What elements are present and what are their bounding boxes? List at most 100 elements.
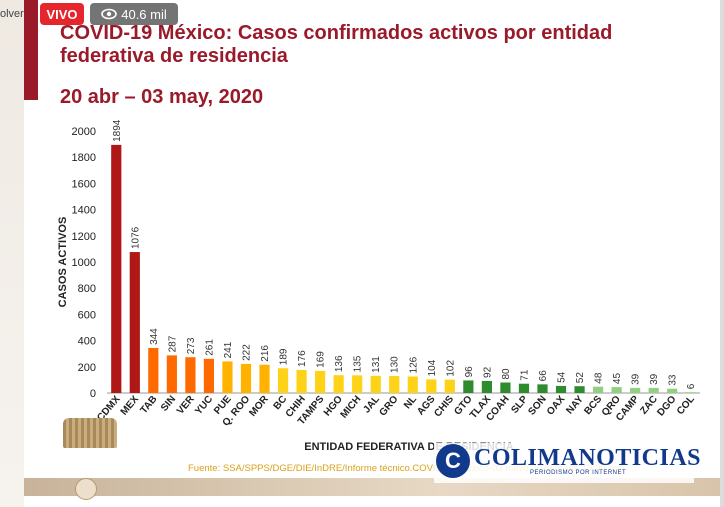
data-label: 96 xyxy=(464,366,475,378)
bar xyxy=(203,358,215,393)
bar xyxy=(222,361,233,393)
page-title: COVID-19 México: Casos confirmados activ… xyxy=(60,22,613,67)
category-label: COL xyxy=(675,394,697,417)
category-label: CHIS xyxy=(432,394,456,420)
bar xyxy=(611,387,622,393)
bar xyxy=(481,380,492,393)
data-label: 1076 xyxy=(130,226,141,249)
data-label: 176 xyxy=(297,350,308,367)
data-label: 66 xyxy=(538,370,549,382)
left-decorative-band xyxy=(0,0,24,507)
data-label: 39 xyxy=(631,373,642,385)
data-label: 45 xyxy=(612,373,623,385)
bar xyxy=(240,363,252,393)
bar xyxy=(648,387,659,393)
bar xyxy=(185,357,196,393)
y-tick-label: 400 xyxy=(78,336,96,348)
category-label: MICH xyxy=(339,394,364,421)
bar xyxy=(315,370,326,393)
data-label: 222 xyxy=(241,344,252,361)
y-tick-label: 1800 xyxy=(72,152,96,164)
bar xyxy=(166,355,177,393)
data-label: 273 xyxy=(186,337,197,354)
data-label: 189 xyxy=(279,348,290,365)
data-label: 241 xyxy=(223,341,234,358)
y-tick-label: 1000 xyxy=(72,257,96,269)
data-label: 102 xyxy=(445,360,456,377)
category-label: SON xyxy=(526,394,548,418)
date-range: 20 abr – 03 may, 2020 xyxy=(60,86,264,108)
bar xyxy=(444,379,455,393)
y-tick-label: 0 xyxy=(90,388,96,400)
right-edge xyxy=(720,0,724,507)
data-label: 287 xyxy=(167,335,178,352)
red-accent-stripe xyxy=(24,0,38,100)
y-tick-label: 1200 xyxy=(72,231,96,243)
bar xyxy=(259,364,270,393)
brand-tagline: PERIODISMO POR INTERNET xyxy=(530,470,627,476)
category-label: TAB xyxy=(138,394,159,416)
y-tick-label: 600 xyxy=(78,309,96,321)
y-axis-label: CASOS ACTIVOS xyxy=(57,217,69,308)
y-tick-label: 800 xyxy=(78,283,96,295)
data-label: 6 xyxy=(686,383,697,389)
bar xyxy=(592,386,604,393)
bar xyxy=(407,376,418,393)
data-label: 33 xyxy=(668,374,679,386)
source-note: Fuente: SSA/SPPS/DGE/DIE/InDRE/Informe t… xyxy=(188,463,625,474)
viewer-count: 40.6 mil xyxy=(90,3,178,25)
bar xyxy=(352,375,363,393)
category-label: MEX xyxy=(119,394,142,418)
bar xyxy=(685,392,696,393)
bar xyxy=(667,388,678,393)
viewer-count-value: 40.6 mil xyxy=(121,6,167,22)
bar xyxy=(148,347,159,393)
bar xyxy=(630,387,641,393)
follow-button[interactable]: olver xyxy=(0,8,24,20)
data-label: 126 xyxy=(408,356,419,373)
category-label: GRO xyxy=(377,394,400,419)
bar xyxy=(277,368,289,393)
y-tick-label: 2000 xyxy=(72,126,96,138)
bar xyxy=(574,386,585,393)
data-label: 130 xyxy=(390,356,401,373)
category-label: SLP xyxy=(509,394,530,416)
data-label: 1894 xyxy=(112,119,123,142)
data-label: 169 xyxy=(316,351,327,368)
bar xyxy=(463,380,474,393)
data-label: 48 xyxy=(594,372,605,384)
brand-logo-icon: C xyxy=(436,444,470,478)
category-label: DGO xyxy=(655,394,678,419)
data-label: 92 xyxy=(482,366,493,378)
live-badge: VIVO xyxy=(40,3,84,25)
bar xyxy=(296,369,307,393)
chart-panel xyxy=(24,114,720,482)
bar xyxy=(129,252,140,393)
data-label: 52 xyxy=(575,372,586,384)
category-label: OAX xyxy=(545,394,568,418)
seal-icon xyxy=(75,478,97,500)
category-label: YUC xyxy=(193,394,215,417)
bar xyxy=(555,385,567,393)
bar xyxy=(111,144,122,393)
brand-name: COLIMANOTICIAS xyxy=(474,445,702,471)
data-label: 216 xyxy=(260,345,271,362)
bar xyxy=(389,375,400,393)
data-label: 71 xyxy=(519,369,530,381)
bar xyxy=(426,379,437,393)
y-tick-label: 200 xyxy=(78,362,96,374)
bar xyxy=(370,375,381,393)
category-label: NAY xyxy=(564,394,586,417)
data-label: 261 xyxy=(204,339,215,356)
data-label: 39 xyxy=(649,373,660,385)
data-label: 136 xyxy=(334,355,345,372)
y-tick-label: 1600 xyxy=(72,178,96,190)
y-tick-label: 1400 xyxy=(72,205,96,217)
data-label: 54 xyxy=(557,371,568,383)
data-label: 344 xyxy=(149,328,160,345)
data-label: 80 xyxy=(501,368,512,380)
watermark-logo: C COLIMANOTICIAS PERIODISMO POR INTERNET xyxy=(434,443,701,483)
data-label: 135 xyxy=(353,355,364,372)
stream-overlay: olver VIVO 40.6 mil xyxy=(0,0,724,28)
